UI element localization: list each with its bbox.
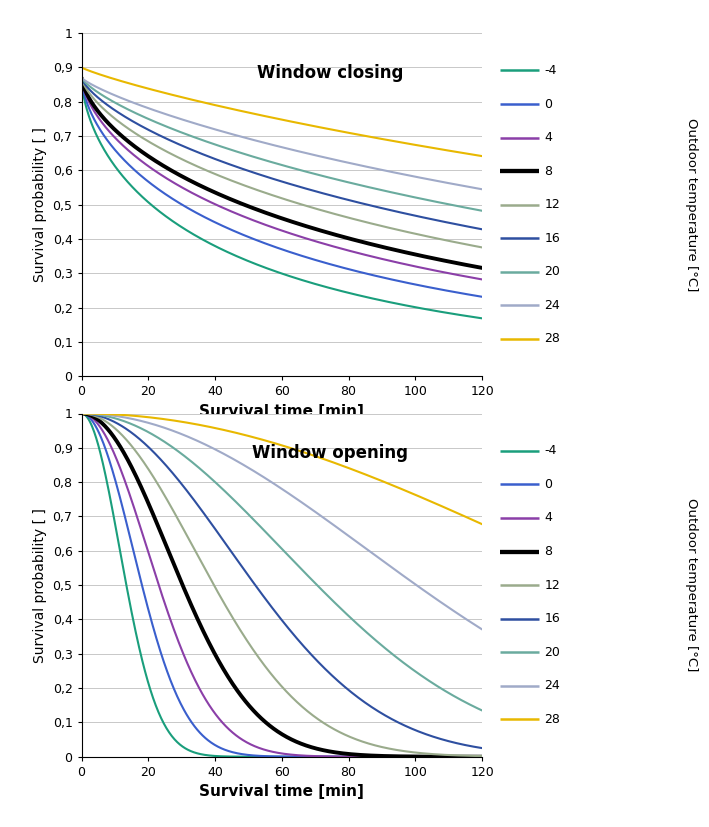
- Text: 24: 24: [545, 299, 560, 312]
- Text: Window opening: Window opening: [252, 444, 408, 462]
- Text: 28: 28: [545, 332, 560, 346]
- X-axis label: Survival time [min]: Survival time [min]: [199, 784, 364, 799]
- Text: 12: 12: [545, 198, 560, 211]
- X-axis label: Survival time [min]: Survival time [min]: [199, 404, 364, 418]
- Y-axis label: Survival probability [ ]: Survival probability [ ]: [33, 508, 47, 662]
- Text: -4: -4: [545, 64, 557, 77]
- Text: 20: 20: [545, 646, 560, 659]
- Text: 28: 28: [545, 713, 560, 726]
- Y-axis label: Survival probability [ ]: Survival probability [ ]: [33, 127, 47, 282]
- Text: Outdoor temperature [°C]: Outdoor temperature [°C]: [685, 499, 698, 672]
- Text: 12: 12: [545, 579, 560, 591]
- Text: 0: 0: [545, 98, 552, 111]
- Text: 8: 8: [545, 545, 552, 558]
- Text: 0: 0: [545, 478, 552, 491]
- Text: 16: 16: [545, 232, 560, 245]
- Text: 16: 16: [545, 612, 560, 625]
- Text: 8: 8: [545, 165, 552, 178]
- Text: Window closing: Window closing: [257, 64, 403, 82]
- Text: Outdoor temperature [°C]: Outdoor temperature [°C]: [685, 118, 698, 291]
- Text: 4: 4: [545, 511, 552, 524]
- Text: 4: 4: [545, 131, 552, 144]
- Text: 24: 24: [545, 679, 560, 692]
- Text: 20: 20: [545, 265, 560, 279]
- Text: -4: -4: [545, 444, 557, 457]
